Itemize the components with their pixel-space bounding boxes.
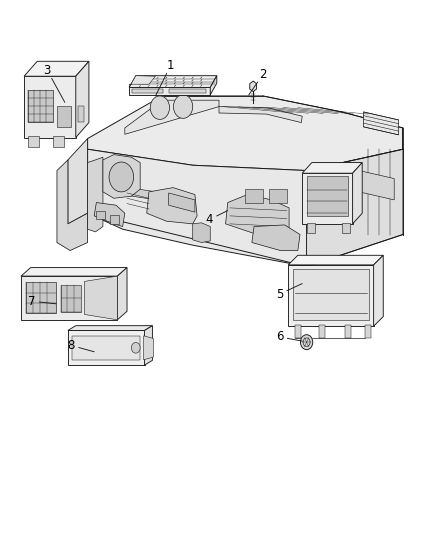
Polygon shape	[210, 76, 217, 95]
Polygon shape	[76, 61, 89, 138]
Bar	[295, 325, 301, 338]
Bar	[269, 189, 287, 203]
Bar	[307, 223, 315, 233]
Polygon shape	[21, 268, 127, 276]
Polygon shape	[288, 255, 383, 265]
Bar	[169, 89, 206, 93]
Polygon shape	[226, 195, 289, 236]
Polygon shape	[353, 163, 362, 224]
Polygon shape	[374, 255, 383, 326]
Polygon shape	[144, 336, 153, 360]
Polygon shape	[88, 96, 403, 171]
Text: 7: 7	[28, 295, 35, 308]
Circle shape	[150, 96, 170, 119]
Bar	[26, 282, 56, 313]
Polygon shape	[145, 326, 152, 365]
Polygon shape	[88, 157, 103, 232]
Polygon shape	[57, 160, 88, 251]
Polygon shape	[359, 171, 394, 200]
Polygon shape	[302, 173, 353, 224]
Text: 6: 6	[276, 330, 283, 343]
Polygon shape	[125, 100, 219, 134]
Polygon shape	[21, 276, 117, 320]
Text: 8: 8	[67, 339, 74, 352]
Bar	[57, 106, 71, 127]
Polygon shape	[88, 181, 166, 201]
Bar	[319, 325, 325, 338]
Polygon shape	[68, 139, 88, 224]
Polygon shape	[193, 223, 210, 243]
Bar	[293, 269, 369, 320]
Bar	[342, 223, 350, 233]
Text: 3: 3	[44, 64, 51, 77]
Polygon shape	[68, 326, 152, 330]
Bar	[72, 336, 140, 360]
Polygon shape	[85, 276, 117, 320]
Polygon shape	[103, 155, 140, 198]
Polygon shape	[250, 81, 257, 92]
Bar	[61, 285, 81, 312]
Polygon shape	[302, 163, 362, 173]
Text: 4: 4	[205, 213, 213, 226]
Polygon shape	[129, 87, 210, 95]
Polygon shape	[24, 76, 76, 138]
Polygon shape	[94, 203, 125, 227]
Bar	[110, 215, 119, 224]
Polygon shape	[24, 61, 89, 76]
Polygon shape	[288, 265, 374, 326]
Text: 5: 5	[276, 288, 283, 301]
Bar	[28, 90, 53, 122]
Circle shape	[109, 162, 134, 192]
Polygon shape	[307, 128, 403, 266]
Polygon shape	[129, 76, 217, 87]
Polygon shape	[252, 225, 300, 251]
Bar	[132, 89, 163, 93]
Polygon shape	[169, 193, 195, 212]
Bar	[245, 189, 263, 203]
Polygon shape	[88, 149, 307, 266]
Polygon shape	[68, 330, 145, 365]
Circle shape	[131, 342, 140, 353]
Bar	[96, 211, 105, 219]
Bar	[345, 325, 351, 338]
Bar	[53, 136, 64, 147]
Bar	[307, 176, 348, 216]
Polygon shape	[117, 268, 127, 320]
Polygon shape	[219, 107, 302, 123]
Circle shape	[300, 335, 313, 350]
Polygon shape	[147, 188, 197, 224]
Bar	[365, 325, 371, 338]
Text: 1: 1	[167, 59, 175, 71]
Polygon shape	[129, 76, 155, 87]
Text: 2: 2	[259, 68, 267, 81]
Bar	[28, 136, 39, 147]
Bar	[78, 107, 84, 123]
Circle shape	[173, 95, 193, 118]
Polygon shape	[364, 112, 399, 135]
